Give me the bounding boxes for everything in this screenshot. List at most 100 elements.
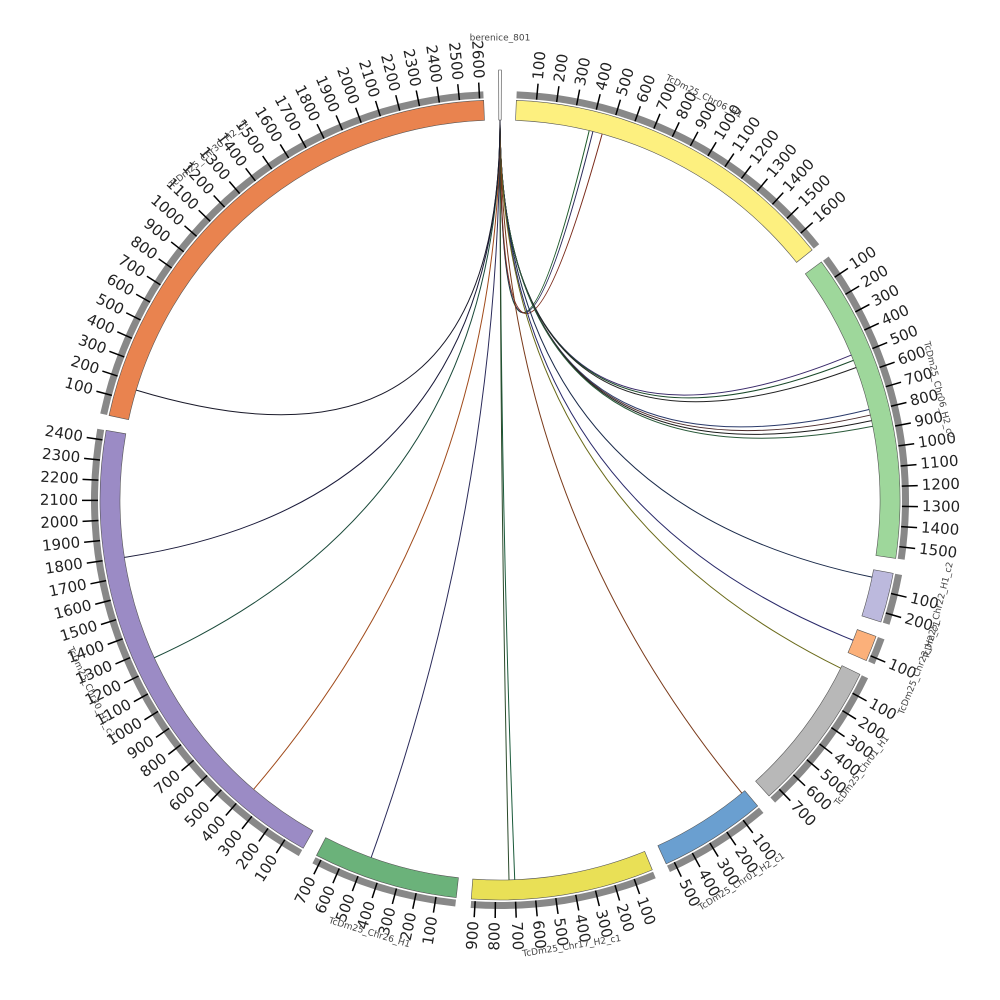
tick-label: 1800 xyxy=(44,554,84,578)
tick-mark xyxy=(894,422,911,427)
segment xyxy=(861,569,894,623)
tick-mark xyxy=(395,95,401,111)
tick-label: 200 xyxy=(397,911,421,943)
tick-mark xyxy=(158,258,173,269)
tick-mark xyxy=(313,859,322,875)
tick-mark xyxy=(634,106,642,122)
tick-mark xyxy=(144,710,159,721)
tick-mark xyxy=(595,93,601,110)
tick-mark xyxy=(225,802,237,816)
tick-mark xyxy=(181,759,195,772)
tick-mark xyxy=(82,519,99,523)
segment xyxy=(657,790,759,865)
tick-mark xyxy=(279,144,290,159)
tick-mark xyxy=(107,638,123,646)
link xyxy=(499,119,841,669)
tick-mark xyxy=(86,436,103,441)
tick-label: 1000 xyxy=(917,429,957,452)
tick-mark xyxy=(575,89,581,106)
tick-mark xyxy=(890,592,907,598)
tick-mark xyxy=(885,381,902,388)
tick-mark xyxy=(534,900,538,917)
tick-mark xyxy=(671,122,680,138)
tick-label: 700 xyxy=(508,921,527,950)
tick-mark xyxy=(477,82,481,99)
grey-tick-band xyxy=(868,637,885,665)
tick-mark xyxy=(872,341,888,350)
tick-mark xyxy=(184,225,198,237)
tick-label: 500 xyxy=(550,917,572,948)
tick-mark xyxy=(778,788,791,802)
tick-mark xyxy=(841,710,857,720)
tick-label: 2100 xyxy=(40,491,78,509)
tick-mark xyxy=(457,84,461,101)
tick-mark xyxy=(258,827,269,842)
link xyxy=(499,119,603,314)
tick-label: 2400 xyxy=(422,44,446,84)
tick-mark xyxy=(845,285,860,295)
tick-label: 2400 xyxy=(44,422,84,446)
tick-label: 2200 xyxy=(40,468,79,488)
tick-label: 2600 xyxy=(468,40,488,79)
tick-mark xyxy=(351,875,359,892)
tick-mark xyxy=(863,322,880,331)
tick-mark xyxy=(96,390,113,397)
tick-mark xyxy=(415,90,421,107)
tick-mark xyxy=(575,894,580,911)
tick-label: 2000 xyxy=(40,512,79,532)
tick-mark xyxy=(901,484,918,487)
tick-mark xyxy=(707,141,717,157)
tick-label: 600 xyxy=(529,919,549,949)
tick-mark xyxy=(241,815,253,830)
tick-label: 1700 xyxy=(47,575,88,600)
tick-mark xyxy=(100,619,117,626)
tick-mark xyxy=(792,774,806,787)
tick-mark xyxy=(316,123,325,139)
segment xyxy=(755,665,861,797)
segment xyxy=(847,629,877,662)
tick-label: 2300 xyxy=(41,445,81,467)
tick-label: 1400 xyxy=(921,518,960,538)
tick-mark xyxy=(806,759,820,771)
tick-mark xyxy=(102,370,118,377)
tick-mark xyxy=(800,222,814,234)
segment xyxy=(804,261,901,559)
tick-mark xyxy=(84,457,101,461)
tick-mark xyxy=(900,463,917,467)
segment xyxy=(108,100,485,421)
tick-label: 1900 xyxy=(41,533,81,555)
segment xyxy=(470,850,653,901)
tick-mark xyxy=(335,115,344,131)
tick-mark xyxy=(594,890,601,907)
tick-mark xyxy=(689,131,699,147)
grey-tick-band xyxy=(90,428,303,857)
tick-label: 200 xyxy=(613,902,638,935)
tick-label: 100 xyxy=(63,374,95,399)
tick-mark xyxy=(535,83,539,100)
tick-mark xyxy=(86,559,103,564)
grey-tick-band xyxy=(312,857,457,907)
tick-label: 200 xyxy=(550,53,572,84)
tick-mark xyxy=(84,539,101,544)
tick-mark xyxy=(724,153,735,168)
grey-tick-band xyxy=(667,807,764,873)
tick-label: 100 xyxy=(529,50,550,80)
tick-mark xyxy=(209,789,222,802)
tick-mark xyxy=(709,842,719,857)
segment xyxy=(515,100,813,263)
tick-label: 2300 xyxy=(399,47,424,88)
link xyxy=(499,119,590,314)
tick-label: 900 xyxy=(463,921,483,951)
tick-mark xyxy=(879,361,895,369)
tick-label: 200 xyxy=(69,352,102,378)
tick-label: 400 xyxy=(592,60,616,92)
tick-mark xyxy=(195,774,208,787)
tick-mark xyxy=(109,350,125,358)
tick-mark xyxy=(412,892,417,909)
tick-label: 100 xyxy=(419,915,441,946)
tick-mark xyxy=(117,331,133,339)
link xyxy=(499,119,873,439)
tick-mark xyxy=(133,693,149,703)
grey-tick-band xyxy=(470,871,656,909)
tick-mark xyxy=(854,303,870,313)
